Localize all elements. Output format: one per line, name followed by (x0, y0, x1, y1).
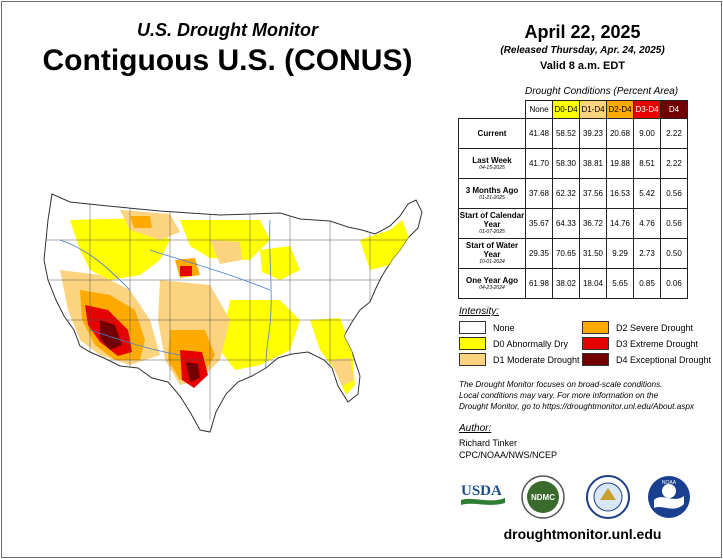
svg-text:NOAA: NOAA (662, 480, 677, 486)
table-cell: 36.72 (579, 208, 607, 239)
usda-logo: USDA (461, 483, 505, 505)
table-cell: 5.65 (606, 268, 634, 299)
table-cell: 64.33 (552, 208, 580, 239)
ndmc-logo: NDMC (521, 475, 565, 519)
legend-item-d0: D0 Abnormally Dry (459, 337, 568, 350)
row-label: Start of Calendar Year 01-07-2025 (458, 208, 526, 239)
table-cell: 37.68 (525, 178, 553, 209)
svg-text:NDMC: NDMC (531, 493, 555, 502)
table-cell: 35.67 (525, 208, 553, 239)
legend-label: None (493, 322, 515, 333)
table-cell: 62.32 (552, 178, 580, 209)
col-header-d4: D4 (660, 100, 688, 119)
author-info: Richard Tinker CPC/NOAA/NWS/NCEP (459, 437, 557, 461)
table-row: One Year Ago 04-23-2024 61.98 38.02 18.04… (458, 268, 688, 299)
table-cell: 41.70 (525, 148, 553, 179)
table-cell: 8.51 (633, 148, 661, 179)
legend-swatch (459, 321, 486, 334)
table-cell: 2.22 (660, 148, 688, 179)
table-cell: 0.50 (660, 238, 688, 269)
table-cell: 31.50 (579, 238, 607, 269)
legend-label: D3 Extreme Drought (616, 338, 699, 349)
table-row: Current 41.48 58.52 39.23 20.68 9.00 2.2… (458, 118, 688, 149)
legend-item-none: None (459, 321, 515, 334)
table-cell: 20.68 (606, 118, 634, 149)
legend-title: Intensity: (459, 306, 500, 317)
svg-text:USDA: USDA (461, 483, 502, 499)
legend-item-d4: D4 Exceptional Drought (582, 353, 711, 366)
drought-conditions-table: None D0-D4 D1-D4 D2-D4 D3-D4 D4 Current … (458, 100, 688, 299)
table-cell: 0.56 (660, 178, 688, 209)
table-cell: 38.02 (552, 268, 580, 299)
table-row: Start of Calendar Year 01-07-2025 35.67 6… (458, 208, 688, 239)
legend-swatch (582, 353, 609, 366)
author-name: Richard Tinker (459, 438, 518, 448)
legend-swatch (582, 321, 609, 334)
table-cell: 14.76 (606, 208, 634, 239)
legend-swatch (459, 353, 486, 366)
table-cell: 19.88 (606, 148, 634, 179)
col-header-none: None (525, 100, 553, 119)
table-cell: 29.35 (525, 238, 553, 269)
release-date: (Released Thursday, Apr. 24, 2025) (500, 45, 665, 56)
table-cell: 16.53 (606, 178, 634, 209)
map-date: April 22, 2025 (524, 22, 641, 42)
suptitle: U.S. Drought Monitor (137, 20, 318, 40)
legend-label: D4 Exceptional Drought (616, 354, 712, 365)
table-cell: 37.56 (579, 178, 607, 209)
header-corner (459, 101, 526, 119)
table-row: Last Week 04-15-2025 41.70 58.30 38.81 19… (458, 148, 688, 179)
table-cell: 38.81 (579, 148, 607, 179)
table-cell: 0.56 (660, 208, 688, 239)
valid-time: Valid 8 a.m. EDT (540, 60, 625, 72)
table-cell: 9.29 (606, 238, 634, 269)
table-cell: 4.76 (633, 208, 661, 239)
legend-item-d2: D2 Severe Drought (582, 321, 693, 334)
table-cell: 0.06 (660, 268, 688, 299)
doc-seal-logo (586, 475, 630, 519)
row-label: Current (458, 118, 526, 149)
legend-swatch (459, 337, 486, 350)
noaa-logo: NOAA (648, 476, 690, 518)
legend-item-d3: D3 Extreme Drought (582, 337, 698, 350)
table-cell: 2.73 (633, 238, 661, 269)
legend-item-d1: D1 Moderate Drought (459, 353, 580, 366)
row-label: 3 Months Ago 01-21-2025 (458, 178, 526, 209)
table-cell: 61.98 (525, 268, 553, 299)
col-header-d2-d4: D2-D4 (606, 100, 634, 119)
website-url[interactable]: droughtmonitor.unl.edu (503, 526, 662, 542)
table-cell: 70.65 (552, 238, 580, 269)
map-title: Contiguous U.S. (CONUS) (42, 44, 413, 77)
table-cell: 58.30 (552, 148, 580, 179)
table-cell: 18.04 (579, 268, 607, 299)
disclaimer-note: The Drought Monitor focuses on broad-sca… (459, 380, 695, 411)
table-row: Start of Water Year 10-01-2024 29.35 70.6… (458, 238, 688, 269)
legend-label: D2 Severe Drought (616, 322, 694, 333)
author-title: Author: (459, 423, 492, 434)
author-org: CPC/NOAA/NWS/NCEP (459, 450, 558, 460)
table-row: 3 Months Ago 01-21-2025 37.68 62.32 37.56… (458, 178, 688, 209)
legend-label: D1 Moderate Drought (493, 354, 580, 365)
table-caption: Drought Conditions (Percent Area) (525, 86, 679, 97)
table-cell: 2.22 (660, 118, 688, 149)
table-cell: 39.23 (579, 118, 607, 149)
table-cell: 5.42 (633, 178, 661, 209)
table-header-row: None D0-D4 D1-D4 D2-D4 D3-D4 D4 (459, 100, 688, 119)
table-cell: 41.48 (525, 118, 553, 149)
col-header-d3-d4: D3-D4 (633, 100, 661, 119)
legend-label: D0 Abnormally Dry (493, 338, 569, 349)
row-label: Start of Water Year 10-01-2024 (458, 238, 526, 269)
row-label: One Year Ago 04-23-2024 (458, 268, 526, 299)
table-cell: 0.85 (633, 268, 661, 299)
table-cell: 58.52 (552, 118, 580, 149)
row-label: Last Week 04-15-2025 (458, 148, 526, 179)
drought-map (43, 193, 423, 433)
col-header-d0-d4: D0-D4 (552, 100, 580, 119)
legend-swatch (582, 337, 609, 350)
table-cell: 9.00 (633, 118, 661, 149)
col-header-d1-d4: D1-D4 (579, 100, 607, 119)
